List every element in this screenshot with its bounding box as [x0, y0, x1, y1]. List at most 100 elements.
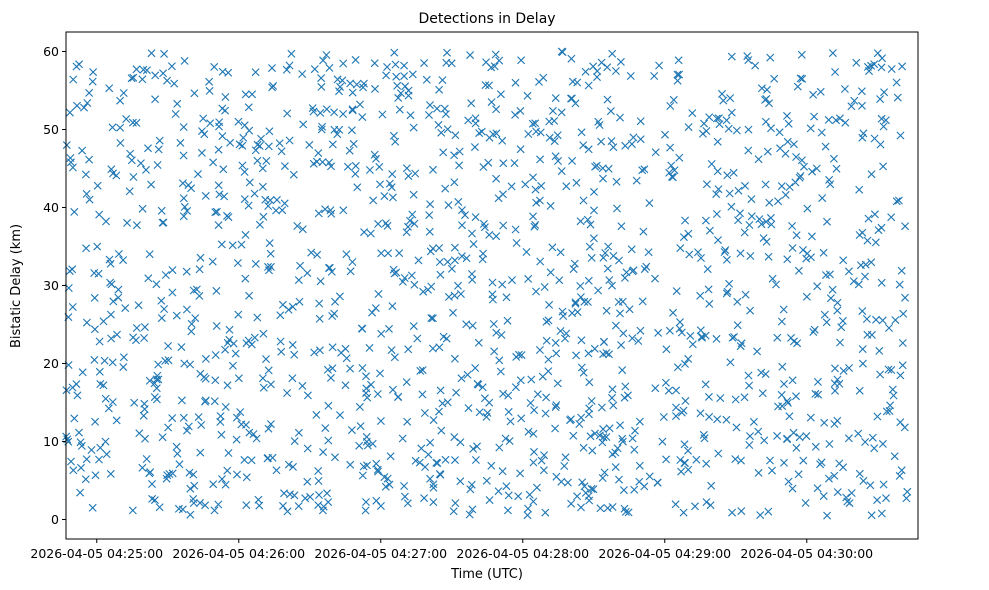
- detection-point: [670, 166, 679, 175]
- detection-point: [377, 329, 386, 338]
- detection-point: [240, 167, 249, 176]
- detection-point: [572, 351, 581, 360]
- detection-point: [121, 304, 130, 313]
- detection-point: [433, 459, 442, 468]
- detection-point: [90, 355, 99, 364]
- detection-point: [580, 482, 589, 491]
- detection-point: [772, 280, 780, 289]
- detection-point: [469, 240, 478, 249]
- detection-point: [106, 278, 115, 287]
- detection-point: [240, 455, 249, 464]
- detection-point: [556, 248, 565, 257]
- detection-point: [536, 257, 545, 266]
- detection-point: [214, 500, 223, 509]
- detection-point: [676, 244, 685, 253]
- detection-point: [696, 409, 705, 418]
- detection-point: [310, 65, 319, 74]
- detection-point: [504, 407, 513, 416]
- detection-point: [692, 455, 701, 464]
- detection-point: [343, 162, 352, 171]
- detection-point: [157, 296, 166, 305]
- detection-point: [317, 82, 326, 91]
- detection-point: [393, 81, 402, 90]
- detection-point: [783, 111, 791, 120]
- detection-point: [811, 442, 820, 451]
- detection-point: [879, 122, 888, 131]
- detection-point: [881, 116, 890, 125]
- detection-point: [613, 444, 622, 453]
- detection-point: [806, 413, 815, 422]
- detection-point: [785, 183, 794, 191]
- detection-point: [639, 227, 648, 236]
- detection-point: [676, 456, 685, 464]
- detection-point: [95, 210, 104, 219]
- detection-point: [177, 396, 186, 405]
- detection-point: [576, 282, 585, 290]
- detection-point: [585, 242, 594, 251]
- detection-point: [740, 393, 749, 402]
- detection-point: [164, 342, 173, 350]
- detection-point: [702, 180, 711, 189]
- detection-point: [116, 123, 125, 132]
- detection-point: [439, 148, 448, 157]
- detection-point: [684, 465, 693, 474]
- detection-point: [129, 173, 138, 181]
- detection-point: [873, 496, 882, 505]
- detection-point: [474, 338, 483, 347]
- detection-point: [363, 441, 372, 450]
- detection-point: [788, 222, 797, 230]
- detection-point: [287, 49, 296, 58]
- detection-point: [123, 218, 132, 227]
- detection-point: [722, 289, 731, 298]
- detection-point: [557, 477, 566, 486]
- detection-point: [429, 480, 438, 489]
- detection-point: [766, 213, 775, 222]
- detection-point: [569, 431, 578, 440]
- detection-point: [383, 63, 392, 71]
- detection-point: [113, 330, 121, 339]
- detection-point: [867, 511, 876, 520]
- detection-point: [816, 87, 825, 96]
- detection-point: [821, 142, 830, 151]
- detection-point: [163, 471, 172, 480]
- detection-point: [561, 453, 570, 462]
- detection-point: [542, 393, 551, 402]
- detection-point: [595, 121, 604, 129]
- detection-point: [877, 278, 886, 287]
- detection-point: [426, 200, 435, 209]
- detection-point: [482, 58, 490, 67]
- detection-point: [627, 245, 636, 254]
- detection-point: [119, 363, 128, 372]
- detection-point: [528, 119, 537, 128]
- detection-point: [733, 297, 742, 306]
- detection-point: [164, 356, 173, 365]
- detection-point: [535, 196, 544, 205]
- detection-point: [478, 383, 487, 392]
- detection-point: [672, 412, 680, 421]
- detection-point: [562, 329, 571, 338]
- detection-point: [198, 127, 206, 136]
- detection-point: [830, 379, 839, 388]
- detection-point: [218, 475, 226, 484]
- detection-point: [761, 370, 770, 379]
- detection-point: [542, 317, 551, 326]
- detection-point: [788, 376, 797, 385]
- detection-point: [485, 133, 494, 142]
- detection-point: [237, 420, 246, 429]
- detection-point: [138, 75, 147, 84]
- detection-point: [855, 386, 864, 395]
- detection-point: [277, 347, 286, 356]
- detection-point: [99, 317, 108, 326]
- detection-point: [355, 402, 364, 411]
- detection-point: [640, 265, 649, 274]
- detection-point: [774, 197, 783, 206]
- detection-point: [159, 69, 168, 78]
- detection-point: [323, 365, 332, 374]
- detection-point: [184, 422, 193, 431]
- detection-point: [792, 231, 801, 240]
- detection-point: [366, 229, 375, 238]
- detection-point: [495, 56, 504, 65]
- detection-point: [451, 131, 460, 140]
- detection-point: [408, 70, 417, 79]
- detection-point: [677, 467, 686, 476]
